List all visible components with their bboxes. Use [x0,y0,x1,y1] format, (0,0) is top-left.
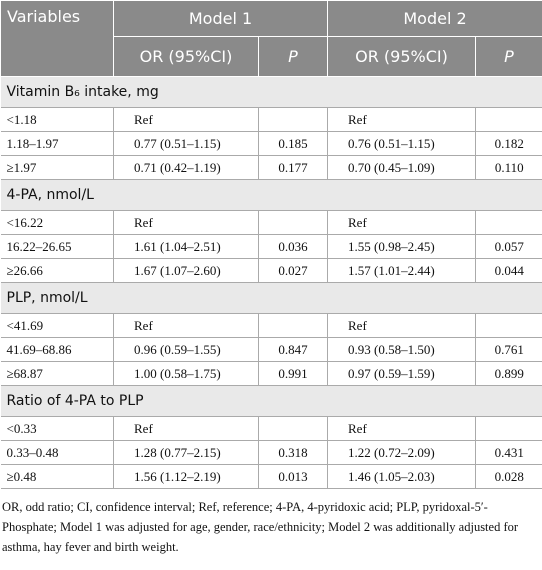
cell: 0.036 [258,234,328,259]
section-title: PLP, nmol/L [0,282,542,314]
cell: ≥0.48 [0,464,114,489]
cell: ≥1.97 [0,155,114,180]
cell: 1.61 (1.04–2.51) [113,234,259,259]
cell: 0.044 [475,258,542,283]
empty-cell [475,313,542,338]
cell: 0.318 [258,440,328,465]
cell: 0.70 (0.45–1.09) [327,155,476,180]
cell: 41.69–68.86 [0,337,114,362]
header-cell: P [475,36,542,77]
cell: 0.027 [258,258,328,283]
cell: 0.899 [475,361,542,386]
cell: <1.18 [0,107,114,132]
data-row: ≥1.97 0.71 (0.42–1.19) 0.177 0.70 (0.45–1.0… [0,155,542,180]
section-title: Ratio of 4-PA to PLP [0,385,542,417]
data-row: ≥68.87 1.00 (0.58–1.75) 0.991 0.97 (0.59–1.… [0,361,542,386]
cell: 0.77 (0.51–1.15) [113,131,259,156]
cell: ≥68.87 [0,361,114,386]
cell: 1.67 (1.07–2.60) [113,258,259,283]
cell: 1.46 (1.05–2.03) [327,464,476,489]
data-row: <16.22 Ref Ref [0,210,542,235]
cell: 0.177 [258,155,328,180]
cell: 0.431 [475,440,542,465]
cell: ≥26.66 [0,258,114,283]
cell: 0.182 [475,131,542,156]
cell: 1.18–1.97 [0,131,114,156]
cell: 0.028 [475,464,542,489]
cell: Ref [113,107,259,132]
header-cell: OR (95%CI) [327,36,476,77]
data-row: 1.18–1.97 0.77 (0.51–1.15) 0.185 0.76 (0.51… [0,131,542,156]
cell: 0.93 (0.58–1.50) [327,337,476,362]
section-title: 4-PA, nmol/L [0,179,542,211]
empty-cell [258,313,328,338]
cell: 0.013 [258,464,328,489]
cell: 0.97 (0.59–1.59) [327,361,476,386]
cell: 0.991 [258,361,328,386]
data-row: ≥0.48 1.56 (1.12–2.19) 0.013 1.46 (1.05–2.0… [0,464,542,489]
empty-cell [475,416,542,441]
cell: 0.057 [475,234,542,259]
cell: 0.33–0.48 [0,440,114,465]
data-row: 0.33–0.48 1.28 (0.77–2.15) 0.318 1.22 (0.72… [0,440,542,465]
cell: Ref [327,210,476,235]
cell: Ref [327,107,476,132]
cell: 0.185 [258,131,328,156]
empty-cell [258,107,328,132]
cell: 16.22–26.65 [0,234,114,259]
cell: 1.56 (1.12–2.19) [113,464,259,489]
cell: Ref [113,313,259,338]
empty-cell [258,416,328,441]
header-cell: P [258,36,328,77]
cell: Ref [113,210,259,235]
cell: 0.76 (0.51–1.15) [327,131,476,156]
cell: 1.57 (1.01–2.44) [327,258,476,283]
section-row: 4-PA, nmol/L [0,179,542,211]
cell: Ref [327,416,476,441]
data-row: <1.18 Ref Ref [0,107,542,132]
cell: 0.71 (0.42–1.19) [113,155,259,180]
cell: 0.847 [258,337,328,362]
header-cell: Variables [0,0,114,77]
cell: Ref [113,416,259,441]
data-row: <0.33 Ref Ref [0,416,542,441]
section-row: Ratio of 4-PA to PLP [0,385,542,417]
data-row: <41.69 Ref Ref [0,313,542,338]
empty-cell [258,210,328,235]
data-row: ≥26.66 1.67 (1.07–2.60) 0.027 1.57 (1.01–2.… [0,258,542,283]
header-cell: Model 2 [327,0,542,37]
cell: Ref [327,313,476,338]
footnote: OR, odd ratio; CI, confidence interval; … [2,500,519,554]
data-row: 16.22–26.65 1.61 (1.04–2.51) 0.036 1.55 (0.… [0,234,542,259]
table: Variables Model 1 Model 2 OR (95%CI) P O… [0,0,542,489]
cell: <41.69 [0,313,114,338]
cell: <16.22 [0,210,114,235]
data-row: 41.69–68.86 0.96 (0.59–1.55) 0.847 0.93 (0.… [0,337,542,362]
header-cell: Model 1 [113,0,328,37]
empty-cell [475,210,542,235]
cell: <0.33 [0,416,114,441]
cell: 0.96 (0.59–1.55) [113,337,259,362]
section-title: Vitamin B₆ intake, mg [0,76,542,108]
cell: 0.761 [475,337,542,362]
section-row: PLP, nmol/L [0,282,542,314]
empty-cell [475,107,542,132]
cell: 1.00 (0.58–1.75) [113,361,259,386]
section-row: Vitamin B₆ intake, mg [0,76,542,108]
cell: 1.28 (0.77–2.15) [113,440,259,465]
cell: 1.55 (0.98–2.45) [327,234,476,259]
cell: 1.22 (0.72–2.09) [327,440,476,465]
cell: 0.110 [475,155,542,180]
header-cell: OR (95%CI) [113,36,259,77]
